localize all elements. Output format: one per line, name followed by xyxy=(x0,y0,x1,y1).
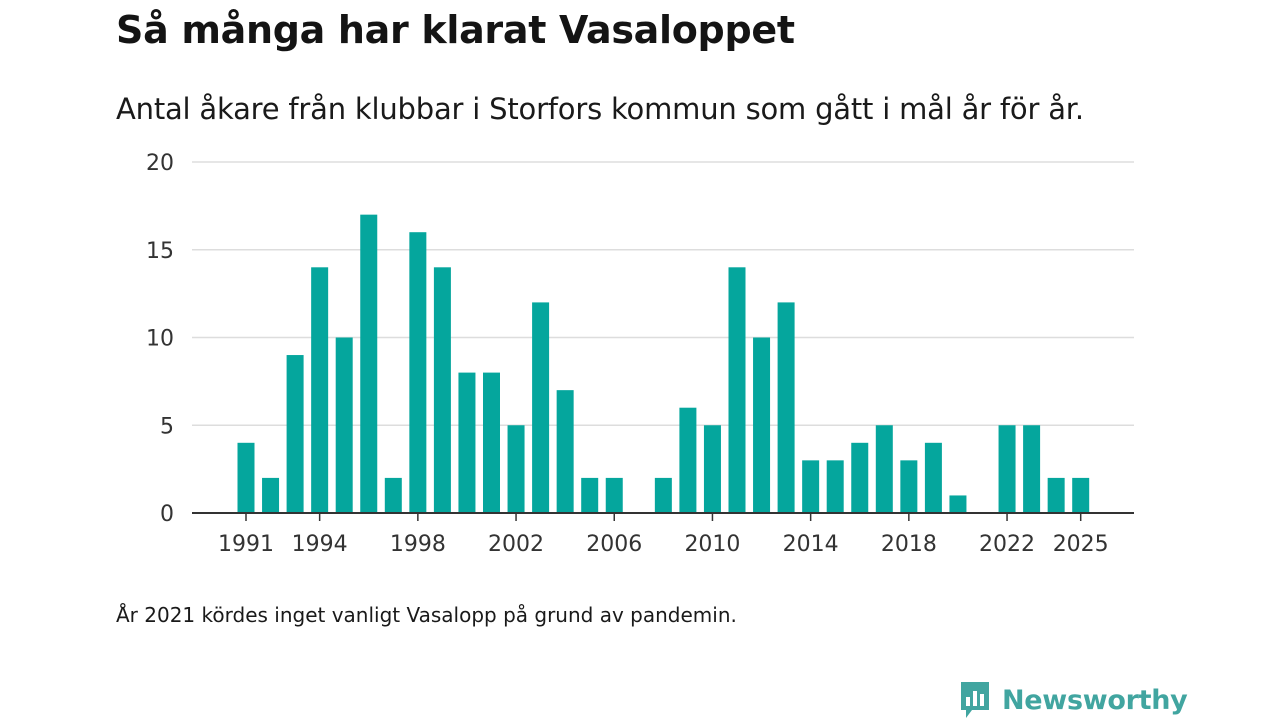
x-tick-label: 1994 xyxy=(292,532,348,557)
footnote: År 2021 kördes inget vanligt Vasalopp på… xyxy=(116,603,737,627)
x-tick-label: 1998 xyxy=(390,532,446,557)
axes: 0 5 10 15 20 1991 1994 1998 2002 2006 2010 2014 2018… xyxy=(146,151,1134,557)
chart-title: Så många har klarat Vasaloppet xyxy=(116,8,795,52)
bar-1996 xyxy=(360,214,378,513)
bar-1991 xyxy=(237,442,255,513)
bar-2023 xyxy=(1023,425,1041,513)
bar-2009 xyxy=(679,407,697,513)
x-tick-label: 2025 xyxy=(1053,532,1109,557)
y-tick-label: 5 xyxy=(160,414,174,439)
bar-2001 xyxy=(483,372,500,513)
bar-2002 xyxy=(507,425,525,513)
x-tick-label: 2018 xyxy=(881,532,937,557)
bar-2025 xyxy=(1072,477,1090,513)
bar-2020 xyxy=(949,495,967,513)
bar-2019 xyxy=(924,442,942,513)
brand-name: Newsworthy xyxy=(1002,684,1188,716)
y-tick-label: 0 xyxy=(160,502,174,527)
bar-1995 xyxy=(335,337,353,513)
x-tick-label: 2006 xyxy=(586,532,642,557)
y-tick-label: 20 xyxy=(146,151,174,176)
bar-2003 xyxy=(532,302,550,513)
y-tick-label: 10 xyxy=(146,327,174,352)
bar-2006 xyxy=(605,477,623,513)
bar-2011 xyxy=(728,267,746,513)
bar-2010 xyxy=(703,425,721,513)
bar-2004 xyxy=(556,390,574,513)
brand-logo[interactable]: Newsworthy xyxy=(958,678,1188,722)
bar-2013 xyxy=(777,302,795,513)
bar-2022 xyxy=(998,425,1016,513)
bar-1992 xyxy=(262,477,280,513)
bar-2012 xyxy=(753,337,771,513)
bar-2005 xyxy=(581,477,599,513)
bar-2024 xyxy=(1047,477,1065,513)
bar-1994 xyxy=(311,267,329,513)
x-tick-label: 2014 xyxy=(783,532,839,557)
y-tick-label: 15 xyxy=(146,239,174,264)
bar-2017 xyxy=(875,425,893,513)
bar-1998 xyxy=(409,232,427,513)
x-tick-label: 2010 xyxy=(684,532,740,557)
bar-1997 xyxy=(384,477,402,513)
gridlines xyxy=(192,161,1134,426)
x-tick-label: 2002 xyxy=(488,532,544,557)
bar-2014 xyxy=(802,460,820,513)
bar-1993 xyxy=(286,355,304,513)
x-tick-label: 1991 xyxy=(218,532,274,557)
bar-2018 xyxy=(900,460,918,513)
bar-2000 xyxy=(458,372,476,513)
bar-2008 xyxy=(654,477,672,513)
chart-subtitle: Antal åkare från klubbar i Storfors komm… xyxy=(116,92,1084,126)
x-tick-label: 2022 xyxy=(979,532,1035,557)
bar-2016 xyxy=(851,442,869,513)
bar-2015 xyxy=(826,460,844,513)
bar-chart: 0 5 10 15 20 1991 1994 1998 2002 2006 2010 2014 2018… xyxy=(146,151,1134,557)
bars xyxy=(237,214,1090,513)
bar-1999 xyxy=(433,267,451,513)
newsworthy-logo-icon xyxy=(961,682,989,718)
